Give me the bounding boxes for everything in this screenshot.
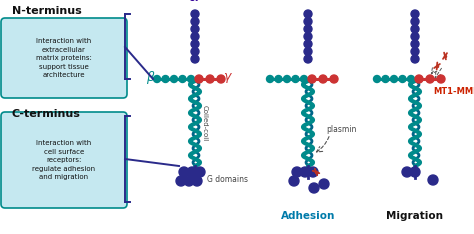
Text: $\beta$: $\beta$ (146, 69, 156, 87)
Circle shape (304, 55, 312, 63)
Text: G domains: G domains (207, 175, 248, 183)
Text: plasmin: plasmin (326, 124, 356, 134)
Circle shape (154, 76, 161, 83)
Text: Coiled-coil: Coiled-coil (202, 105, 208, 142)
Circle shape (411, 48, 419, 55)
Circle shape (411, 33, 419, 40)
Circle shape (188, 76, 194, 83)
Circle shape (411, 55, 419, 63)
Circle shape (330, 75, 338, 83)
Circle shape (191, 40, 199, 48)
Circle shape (192, 176, 202, 186)
Circle shape (309, 183, 319, 193)
FancyBboxPatch shape (1, 18, 127, 98)
Circle shape (275, 76, 282, 83)
Circle shape (319, 75, 327, 83)
Circle shape (195, 167, 205, 177)
Circle shape (304, 33, 312, 40)
Circle shape (308, 75, 316, 83)
Circle shape (304, 10, 312, 18)
Circle shape (187, 167, 197, 177)
Text: $\gamma$: $\gamma$ (223, 71, 233, 85)
Circle shape (292, 76, 299, 83)
Circle shape (301, 76, 308, 83)
Circle shape (411, 25, 419, 33)
Circle shape (391, 76, 398, 83)
Circle shape (428, 175, 438, 185)
Text: C-terminus: C-terminus (12, 109, 81, 119)
Text: Interaction with
extracellular
matrix proteins:
support tissue
architecture: Interaction with extracellular matrix pr… (36, 38, 92, 78)
Text: N-terminus: N-terminus (12, 6, 82, 16)
Text: Adhesion: Adhesion (281, 211, 335, 221)
Circle shape (195, 75, 203, 83)
Circle shape (179, 76, 186, 83)
Circle shape (304, 40, 312, 48)
Circle shape (411, 10, 419, 18)
Circle shape (206, 75, 214, 83)
Circle shape (292, 167, 302, 177)
Circle shape (382, 76, 389, 83)
Text: Migration: Migration (386, 211, 444, 221)
Circle shape (437, 75, 445, 83)
Circle shape (179, 167, 189, 177)
Circle shape (184, 176, 194, 186)
Text: Interaction with
cell surface
receptors:
regulate adhesion
and migration: Interaction with cell surface receptors:… (32, 140, 96, 180)
Circle shape (171, 76, 177, 83)
Circle shape (304, 25, 312, 33)
Circle shape (411, 40, 419, 48)
Circle shape (300, 167, 310, 177)
Circle shape (191, 55, 199, 63)
FancyBboxPatch shape (1, 112, 127, 208)
Circle shape (191, 25, 199, 33)
Circle shape (308, 167, 318, 177)
Circle shape (191, 18, 199, 26)
Circle shape (408, 76, 414, 83)
Circle shape (162, 76, 169, 83)
Circle shape (191, 33, 199, 40)
Circle shape (426, 75, 434, 83)
Circle shape (217, 75, 225, 83)
Circle shape (176, 176, 186, 186)
Circle shape (374, 76, 381, 83)
Circle shape (289, 176, 299, 186)
Circle shape (191, 10, 199, 18)
Circle shape (283, 76, 291, 83)
Circle shape (304, 48, 312, 55)
Circle shape (191, 48, 199, 55)
Circle shape (415, 75, 423, 83)
Circle shape (411, 18, 419, 26)
Circle shape (402, 167, 412, 177)
Circle shape (410, 167, 420, 177)
Circle shape (266, 76, 273, 83)
Text: MT1-MMP: MT1-MMP (433, 88, 474, 96)
Circle shape (399, 76, 406, 83)
Circle shape (304, 18, 312, 26)
Text: $\alpha$: $\alpha$ (188, 0, 200, 4)
Circle shape (319, 179, 329, 189)
